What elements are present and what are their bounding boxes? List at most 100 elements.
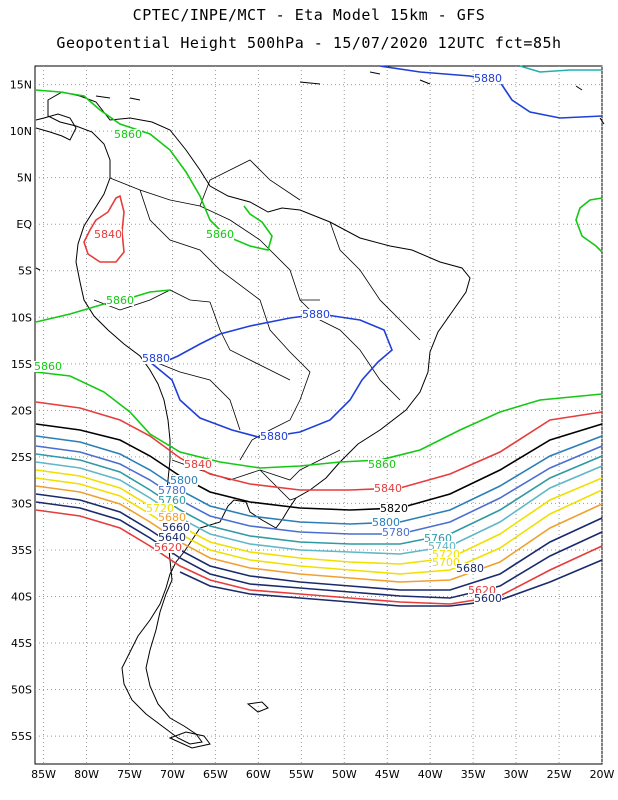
- contour-5780: [35, 445, 603, 535]
- contour-5660: [35, 493, 603, 591]
- contour-label-bg: [114, 129, 142, 140]
- lat-tick-label: EQ: [16, 218, 32, 231]
- contour-label-bg: [456, 563, 484, 574]
- contour-label: 5800: [170, 474, 198, 487]
- lat-tick-label: 20S: [11, 404, 32, 417]
- contour-5680: [35, 485, 603, 583]
- contour-5840: [35, 401, 603, 491]
- contour-5700: [35, 477, 603, 575]
- lat-tick-label: 35S: [11, 544, 32, 557]
- contour-label-bg: [382, 527, 410, 538]
- contour-label: 5840: [184, 458, 212, 471]
- contour-5900: [519, 65, 602, 73]
- contour-label-bg: [206, 229, 234, 240]
- contour-5860: [35, 371, 603, 469]
- contour-label: 5680: [158, 511, 186, 524]
- contour-label: 5860: [106, 294, 134, 307]
- contour-5740: [35, 461, 603, 555]
- contour-label: 5600: [474, 592, 502, 605]
- contour-label: 5700: [432, 556, 460, 569]
- contour-label-bg: [260, 431, 288, 442]
- lat-tick-label: 40S: [11, 590, 32, 603]
- contour-5820: [35, 423, 603, 511]
- lon-tick-label: 35W: [461, 768, 486, 781]
- lon-tick-label: 25W: [547, 768, 572, 781]
- graticule: [35, 66, 603, 764]
- lon-tick-label: 30W: [504, 768, 529, 781]
- lat-tick-label: 5S: [18, 265, 32, 278]
- contour-label-bg: [474, 73, 502, 84]
- contour-label-bg: [34, 361, 62, 372]
- contour-label-bg: [474, 593, 502, 604]
- lon-tick-label: 85W: [31, 768, 56, 781]
- country-borders: [93, 159, 421, 501]
- galapagos: [35, 267, 41, 271]
- map-subtitle: Geopotential Height 500hPa - 15/07/2020 …: [56, 34, 562, 52]
- contour-label-bg: [154, 542, 182, 553]
- contour-label-bg: [106, 295, 134, 306]
- contour-label-bg: [170, 475, 198, 486]
- contour-label: 5820: [380, 502, 408, 515]
- contour-label-bg: [424, 533, 452, 544]
- lat-tick-label: 15S: [11, 358, 32, 371]
- lon-tick-label: 50W: [332, 768, 357, 781]
- contour-5840: [83, 194, 125, 263]
- contour-label: 5680: [456, 562, 484, 575]
- contour-label: 5880: [474, 72, 502, 85]
- lon-tick-label: 70W: [160, 768, 185, 781]
- contour-label: 5780: [382, 526, 410, 539]
- contour-label: 5780: [158, 484, 186, 497]
- contour-5720: [35, 469, 603, 565]
- lon-tick-label: 60W: [246, 768, 271, 781]
- contour-5600: [179, 559, 603, 607]
- map-title: CPTEC/INPE/MCT - Eta Model 15km - GFS: [132, 6, 486, 24]
- contour-label-bg: [158, 532, 186, 543]
- contour-label: 5860: [368, 458, 396, 471]
- contour-label-bg: [372, 517, 400, 528]
- lat-tick-label: 30S: [11, 497, 32, 510]
- contour-label-bg: [428, 541, 456, 552]
- contour-label: 5860: [206, 228, 234, 241]
- contour-label: 5640: [158, 531, 186, 544]
- lon-tick-label: 55W: [289, 768, 314, 781]
- contour-label: 5880: [260, 430, 288, 443]
- contour-label: 5860: [114, 128, 142, 141]
- lon-tick-label: 45W: [375, 768, 400, 781]
- contour-label-bg: [184, 459, 212, 470]
- contour-5860: [575, 197, 603, 253]
- contour-label-bg: [142, 353, 170, 364]
- contour-label-bg: [158, 512, 186, 523]
- contour-5760: [35, 453, 603, 545]
- falkland-islands: [246, 701, 269, 713]
- contour-label: 5720: [146, 502, 174, 515]
- lat-tick-label: 10N: [10, 125, 32, 138]
- lat-tick-label: 25S: [11, 451, 32, 464]
- contour-label-bg: [374, 483, 402, 494]
- lat-tick-label: 10S: [11, 311, 32, 324]
- contour-5880: [379, 65, 603, 119]
- contour-label-bg: [380, 503, 408, 514]
- contour-label-bg: [94, 229, 122, 240]
- contour-label: 5620: [154, 541, 182, 554]
- contour-label: 5660: [162, 521, 190, 534]
- lon-tick-label: 80W: [74, 768, 99, 781]
- lon-tick-label: 65W: [203, 768, 228, 781]
- contour-label-bg: [432, 557, 460, 568]
- tierra-del-fuego: [168, 731, 211, 749]
- contour-label-bg: [162, 522, 190, 533]
- contour-label: 5840: [94, 228, 122, 241]
- south-america-coastline: [47, 91, 471, 745]
- contour-label: 5880: [142, 352, 170, 365]
- lat-tick-label: 45S: [11, 637, 32, 650]
- lat-tick-label: 55S: [11, 730, 32, 743]
- axis-ticks: 15N 10N 5N EQ 5S 10S 15S 20S 25S 30S 35S 40S 45S 50S 5…: [10, 79, 615, 781]
- contour-label: 5860: [34, 360, 62, 373]
- map-frame: [34, 65, 603, 765]
- lat-tick-label: 15N: [10, 79, 32, 92]
- contour-label-bg: [158, 485, 186, 496]
- caribbean-islands: [95, 71, 605, 125]
- contour-label: 5800: [372, 516, 400, 529]
- contour-label-bg: [368, 459, 396, 470]
- lon-tick-label: 40W: [418, 768, 443, 781]
